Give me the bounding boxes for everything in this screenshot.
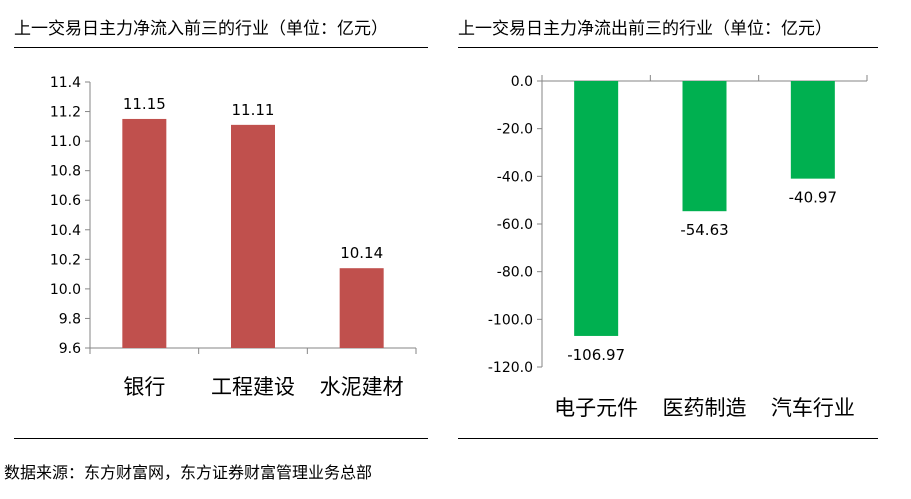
outflow-category-label: 电子元件 xyxy=(554,396,638,420)
outflow-bar xyxy=(790,81,835,179)
inflow-y-tick-label: 10.6 xyxy=(50,193,81,209)
inflow-data-label: 10.14 xyxy=(340,244,383,262)
inflow-y-tick-label: 10.8 xyxy=(50,164,81,180)
outflow-chart-title: 上一交易日主力净流出前三的行业（单位：亿元） xyxy=(458,19,832,39)
inflow-bar xyxy=(231,124,275,348)
outflow-data-label: -40.97 xyxy=(789,189,837,207)
outflow-y-tick-label: -40.0 xyxy=(497,169,533,185)
outflow-y-tick-label: -120.0 xyxy=(488,360,533,376)
inflow-category-label: 银行 xyxy=(123,375,165,399)
outflow-y-tick-label: 0.0 xyxy=(511,74,533,90)
outflow-bottom-rule xyxy=(458,438,878,439)
inflow-y-tick-label: 9.8 xyxy=(59,311,81,327)
outflow-title-rule xyxy=(458,47,878,48)
inflow-y-tick-label: 10.0 xyxy=(50,282,81,298)
outflow-y-tick-label: -20.0 xyxy=(497,122,533,138)
inflow-y-tick-label: 11.2 xyxy=(50,105,81,121)
inflow-panel: 上一交易日主力净流入前三的行业（单位：亿元） 9.6 9.8 10.0 10.2 10.… xyxy=(0,0,445,440)
outflow-category-label: 汽车行业 xyxy=(771,396,855,420)
inflow-bar xyxy=(122,118,167,348)
inflow-y-tick-label: 11.0 xyxy=(50,134,81,150)
inflow-category-label: 工程建设 xyxy=(211,375,295,399)
inflow-y-tick-label: 10.2 xyxy=(50,252,81,268)
outflow-y-tick-label: -100.0 xyxy=(488,312,533,328)
inflow-chart-title: 上一交易日主力净流入前三的行业（单位：亿元） xyxy=(14,19,388,39)
inflow-y-tick-label: 9.6 xyxy=(59,341,81,357)
inflow-data-label: 11.11 xyxy=(232,101,275,119)
data-source-note: 数据来源：东方财富网，东方证券财富管理业务总部 xyxy=(4,463,373,482)
inflow-category-label: 水泥建材 xyxy=(320,375,404,399)
outflow-data-label: -54.63 xyxy=(680,221,728,239)
outflow-y-tick-label: -80.0 xyxy=(497,265,533,281)
outflow-data-label: -106.97 xyxy=(567,346,625,364)
outflow-bar-chart: -120.0 -100.0 -80.0 -60.0 -40.0 -20.0 0.0 -106.… xyxy=(488,74,868,420)
outflow-panel: 上一交易日主力净流出前三的行业（单位：亿元） -120.0 -100.0 -80.0… xyxy=(450,0,911,440)
inflow-bottom-rule xyxy=(14,438,428,439)
inflow-title-rule xyxy=(14,47,428,48)
outflow-bar xyxy=(682,81,727,212)
inflow-y-tick-label: 10.4 xyxy=(50,223,81,239)
outflow-category-label: 医药制造 xyxy=(663,396,747,420)
inflow-bar-chart: 9.6 9.8 10.0 10.2 10.4 10.6 10.8 11.0 11.2 11.4 11… xyxy=(50,75,417,399)
inflow-y-tick-label: 11.4 xyxy=(50,75,81,91)
outflow-y-tick-label: -60.0 xyxy=(497,217,533,233)
outflow-bar xyxy=(574,81,619,336)
inflow-bar xyxy=(339,268,384,348)
inflow-data-label: 11.15 xyxy=(123,95,166,113)
